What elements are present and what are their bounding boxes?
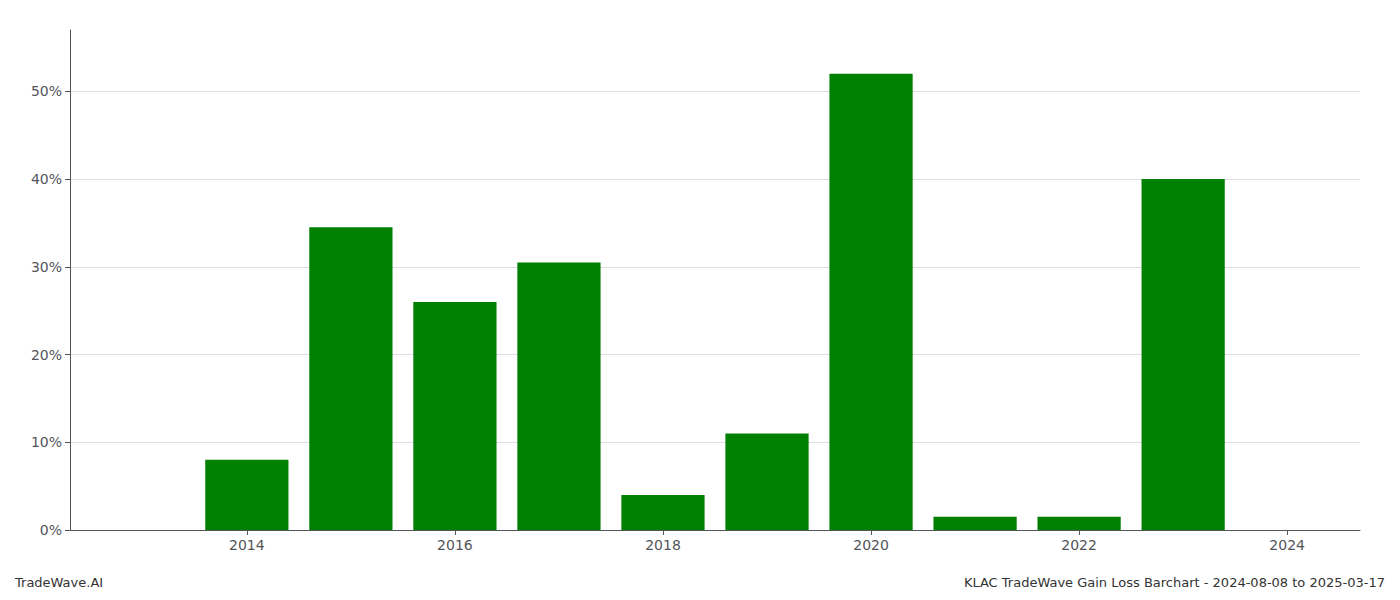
svg-text:40%: 40% bbox=[31, 171, 62, 187]
svg-text:2018: 2018 bbox=[645, 537, 681, 553]
svg-text:2022: 2022 bbox=[1061, 537, 1097, 553]
svg-text:30%: 30% bbox=[31, 259, 62, 275]
svg-text:KLAC TradeWave Gain Loss Barch: KLAC TradeWave Gain Loss Barchart - 2024… bbox=[964, 575, 1385, 590]
svg-text:0%: 0% bbox=[40, 522, 62, 538]
svg-text:20%: 20% bbox=[31, 347, 62, 363]
svg-text:2024: 2024 bbox=[1269, 537, 1305, 553]
svg-text:TradeWave.AI: TradeWave.AI bbox=[14, 575, 103, 590]
svg-text:2014: 2014 bbox=[229, 537, 265, 553]
svg-text:2016: 2016 bbox=[437, 537, 473, 553]
svg-text:50%: 50% bbox=[31, 83, 62, 99]
svg-text:10%: 10% bbox=[31, 434, 62, 450]
svg-text:2020: 2020 bbox=[853, 537, 889, 553]
